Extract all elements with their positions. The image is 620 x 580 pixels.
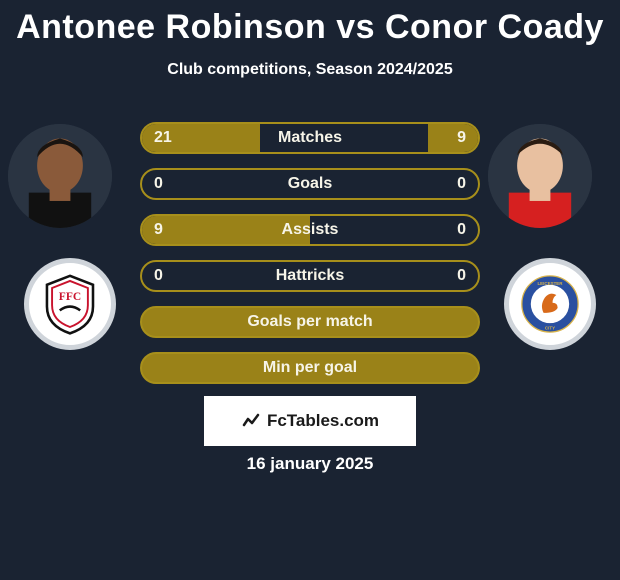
page-title: Antonee Robinson vs Conor Coady [0, 0, 620, 47]
player-avatar-right [488, 124, 592, 228]
stat-label: Goals [288, 175, 332, 193]
subtitle: Club competitions, Season 2024/2025 [0, 61, 620, 79]
stat-value-left: 21 [154, 129, 172, 147]
stat-label: Min per goal [263, 359, 357, 377]
svg-text:LEICESTER: LEICESTER [537, 281, 563, 286]
stat-value-right: 0 [457, 267, 466, 285]
club-crest-left: FFC [24, 258, 116, 350]
stats-bars: 21 Matches 9 0 Goals 0 9 Assists 0 0 Hattricks 0 Goa… [140, 122, 480, 398]
stat-value-left: 9 [154, 221, 163, 239]
banner-text: FcTables.com [267, 411, 379, 431]
bar-fill-right [428, 124, 478, 152]
banner-logo-icon [241, 411, 261, 431]
stat-label: Hattricks [276, 267, 344, 285]
stat-value-right: 0 [457, 221, 466, 239]
svg-text:CITY: CITY [545, 326, 555, 331]
stat-row-matches: 21 Matches 9 [140, 122, 480, 154]
club-crest-right: LEICESTER CITY [504, 258, 596, 350]
stat-row-goals: 0 Goals 0 [140, 168, 480, 200]
stat-row-assists: 9 Assists 0 [140, 214, 480, 246]
stat-label: Assists [282, 221, 339, 239]
svg-text:FFC: FFC [59, 291, 81, 303]
date-text: 16 january 2025 [0, 454, 620, 474]
stat-row-hattricks: 0 Hattricks 0 [140, 260, 480, 292]
stat-label: Goals per match [247, 313, 372, 331]
stat-row-goals-per-match: Goals per match [140, 306, 480, 338]
stat-row-min-per-goal: Min per goal [140, 352, 480, 384]
stat-value-left: 0 [154, 175, 163, 193]
stat-label: Matches [278, 129, 342, 147]
stat-value-right: 9 [457, 129, 466, 147]
player-avatar-left [8, 124, 112, 228]
stat-value-right: 0 [457, 175, 466, 193]
source-banner: FcTables.com [204, 396, 416, 446]
stat-value-left: 0 [154, 267, 163, 285]
